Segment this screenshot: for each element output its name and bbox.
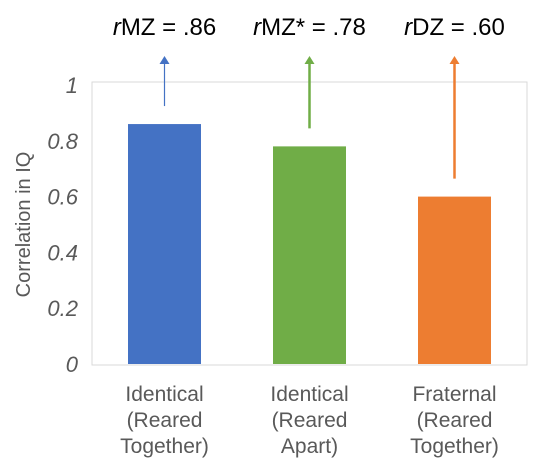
x-category-label: Identical bbox=[125, 383, 203, 406]
y-tick-label: 1 bbox=[66, 73, 78, 98]
annotation-text: MZ = .86 bbox=[120, 14, 217, 41]
arrow-head bbox=[449, 56, 460, 64]
correlation-annotation: rDZ = .60 bbox=[404, 14, 505, 42]
x-category-label: Together) bbox=[120, 435, 209, 458]
annotation-text: MZ* = .78 bbox=[261, 14, 366, 41]
y-tick-label: 0.6 bbox=[47, 185, 78, 210]
correlation-annotation: rMZ* = .78 bbox=[253, 14, 366, 42]
arrow-head bbox=[159, 56, 170, 64]
y-tick-label: 0.2 bbox=[47, 296, 78, 321]
x-category-label: Fraternal bbox=[412, 383, 496, 406]
annotation-text: DZ = .60 bbox=[412, 14, 505, 41]
bar bbox=[273, 146, 346, 364]
x-category-label: Identical bbox=[270, 383, 348, 406]
bar bbox=[418, 196, 491, 364]
x-category-label: Apart) bbox=[281, 435, 338, 458]
annotation-prefix: r bbox=[253, 14, 262, 41]
x-category-label: (Reared bbox=[417, 409, 493, 432]
x-category-label: (Reared bbox=[127, 409, 203, 432]
bar bbox=[128, 124, 201, 364]
y-tick-label: 0.8 bbox=[47, 129, 78, 154]
correlation-annotation: rMZ = .86 bbox=[113, 14, 216, 42]
y-tick-label: 0 bbox=[66, 352, 79, 377]
x-category-label: Together) bbox=[410, 435, 499, 458]
x-category-label: (Reared bbox=[272, 409, 348, 432]
annotation-prefix: r bbox=[112, 14, 121, 41]
arrow-head bbox=[304, 56, 315, 64]
y-axis-label: Correlation in IQ bbox=[13, 152, 35, 298]
annotation-prefix: r bbox=[404, 14, 413, 41]
y-tick-label: 0.4 bbox=[47, 240, 78, 265]
